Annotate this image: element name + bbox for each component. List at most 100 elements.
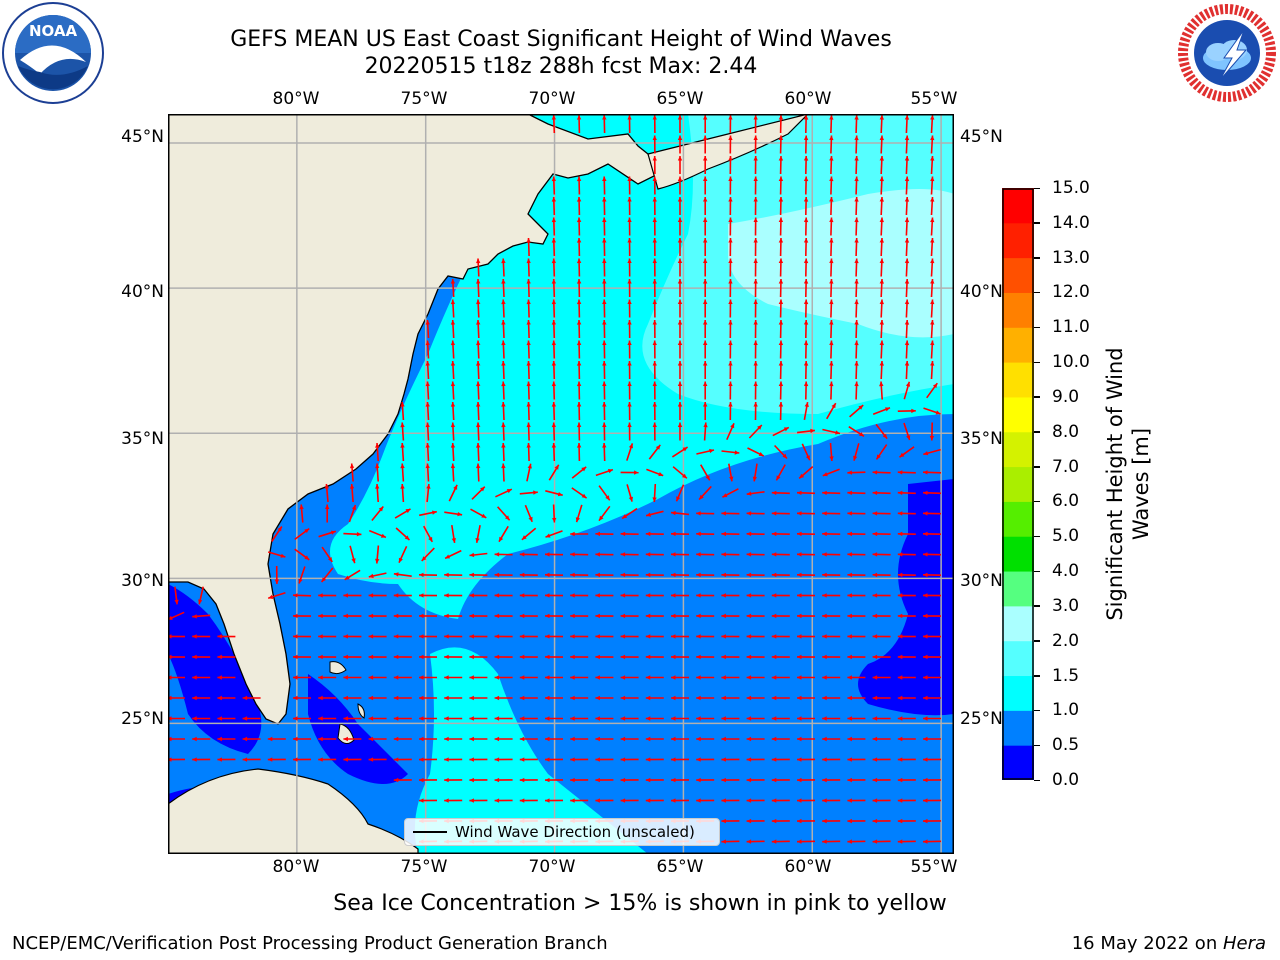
wave-direction-arrowhead (671, 736, 676, 742)
wave-direction-arrowhead (627, 361, 632, 366)
wave-direction-arrowhead (378, 506, 384, 512)
wave-direction-arrowhead (879, 115, 884, 120)
wave-direction-arrowhead (904, 258, 910, 264)
wave-direction-arrowhead (242, 695, 248, 701)
colorbar-segment (1002, 431, 1034, 468)
footer-date: 16 May 2022 on Hera (1072, 933, 1266, 955)
wave-direction-arrowhead (872, 531, 878, 537)
wave-direction-arrowhead (527, 463, 532, 469)
wave-direction-arrowhead (803, 279, 809, 284)
wave-direction-arrowhead (168, 757, 172, 762)
colorbar-tick-mark (1034, 709, 1040, 712)
wave-direction-arrowhead (444, 736, 449, 742)
wave-direction-arrowhead (595, 675, 600, 680)
wave-direction-arrowhead (923, 716, 928, 721)
wave-direction-arrowhead (595, 757, 600, 762)
wave-direction-arrowhead (545, 654, 550, 660)
colorbar-segment (1002, 292, 1034, 328)
wave-direction-arrowhead (897, 716, 903, 721)
wave-direction-arrowhead (620, 716, 626, 721)
wave-direction-arrowhead (526, 402, 531, 407)
wave-direction-arrowhead (450, 340, 456, 346)
colorbar-tick-label: 5.0 (1052, 526, 1080, 547)
wave-direction-arrowhead (829, 156, 834, 161)
wave-direction-arrowhead (703, 381, 708, 386)
wave-direction-arrowhead (576, 217, 582, 223)
wave-direction-arrowhead (728, 299, 733, 304)
sea-ice-note: Sea Ice Concentration > 15% is shown in … (333, 891, 947, 916)
wave-direction-arrowhead (746, 839, 752, 844)
wave-direction-arrowhead (570, 736, 575, 742)
wave-direction-arrowhead (847, 531, 852, 537)
wave-direction-arrowhead (469, 654, 474, 660)
wave-direction-arrowhead (671, 675, 676, 680)
wave-direction-arrowhead (797, 490, 802, 495)
wave-direction-arrowhead (854, 156, 859, 161)
wave-direction-arrowhead (419, 716, 424, 721)
wave-direction-arrowhead (393, 757, 399, 762)
wave-direction-arrowhead (854, 258, 859, 264)
wave-direction-arrowhead (519, 613, 525, 619)
wave-direction-arrowhead (576, 115, 582, 120)
wave-band-0.0-0.5-gulf (168, 584, 262, 754)
wave-direction-arrowhead (645, 654, 651, 660)
wave-direction-arrowhead (526, 320, 531, 325)
wave-direction-arrowhead (778, 279, 784, 284)
wave-direction-arrowhead (872, 798, 878, 803)
wave-direction-arrowhead (627, 279, 632, 284)
wave-direction-arrowhead (545, 613, 550, 619)
wave-direction-arrowhead (501, 422, 506, 428)
wave-direction-arrowhead (930, 361, 935, 366)
wave-direction-arrowhead (267, 757, 273, 762)
wave-direction-arrowhead (822, 490, 827, 495)
colorbar-tick-mark (1034, 605, 1040, 607)
wave-direction-arrowhead (671, 716, 676, 721)
wave-direction-arrowhead (570, 798, 575, 803)
wave-direction-arrowhead (879, 258, 884, 264)
wave-direction-arrowhead (506, 489, 512, 494)
wave-direction-arrowhead (854, 135, 859, 141)
wave-direction-arrowhead (847, 716, 852, 721)
wave-direction-arrowhead (400, 463, 405, 469)
wave-direction-arrowhead (645, 757, 651, 762)
colorbar-tick-label: 14.0 (1052, 212, 1090, 233)
wave-direction-arrowhead (494, 695, 500, 701)
wave-direction-arrowhead (872, 572, 878, 578)
wave-direction-arrowhead (192, 736, 197, 742)
wave-direction-arrowhead (318, 675, 323, 680)
wave-direction-arrowhead (803, 340, 809, 346)
wave-direction-arrowhead (444, 634, 449, 639)
wave-direction-arrowhead (778, 361, 784, 366)
wave-direction-arrowhead (476, 402, 481, 407)
wave-direction-arrowhead (425, 402, 430, 407)
wave-direction-arrowhead (677, 340, 683, 345)
bahamas-islands (329, 661, 365, 744)
colorbar-segment (1002, 466, 1034, 502)
wave-direction-arrowhead (425, 361, 430, 366)
wave-direction-arrowhead (519, 654, 525, 660)
wave-direction-arrowhead (421, 556, 427, 561)
wave-direction-arrowhead (923, 511, 928, 516)
wave-direction-arrowhead (602, 279, 607, 284)
lon-tick-bottom: 75°W (400, 857, 448, 877)
wave-direction-arrowhead (803, 238, 809, 243)
wave-direction-arrowhead (658, 472, 664, 477)
wave-direction-arrowhead (501, 463, 506, 469)
wave-direction-arrowhead (602, 361, 607, 366)
wave-direction-arrowhead (602, 402, 607, 407)
colorbar-tick-label: 1.5 (1052, 665, 1080, 686)
wave-direction-arrowhead (645, 736, 651, 742)
wave-direction-arrowhead (930, 135, 935, 141)
wave-direction-arrowhead (494, 675, 500, 680)
wave-direction-arrowhead (393, 634, 399, 639)
wave-direction-arrowhead (545, 798, 550, 803)
wave-direction-arrowhead (494, 634, 500, 639)
wave-direction-arrowhead (293, 675, 298, 680)
wave-direction-arrowhead (897, 531, 903, 537)
wave-direction-arrowhead (268, 594, 274, 599)
wave-direction-arrowhead (847, 695, 852, 701)
wave-direction-arrowhead (602, 422, 607, 427)
lon-tick-top: 55°W (910, 89, 958, 109)
wave-direction-arrowhead (829, 217, 834, 223)
wave-direction-arrowhead (923, 654, 928, 660)
